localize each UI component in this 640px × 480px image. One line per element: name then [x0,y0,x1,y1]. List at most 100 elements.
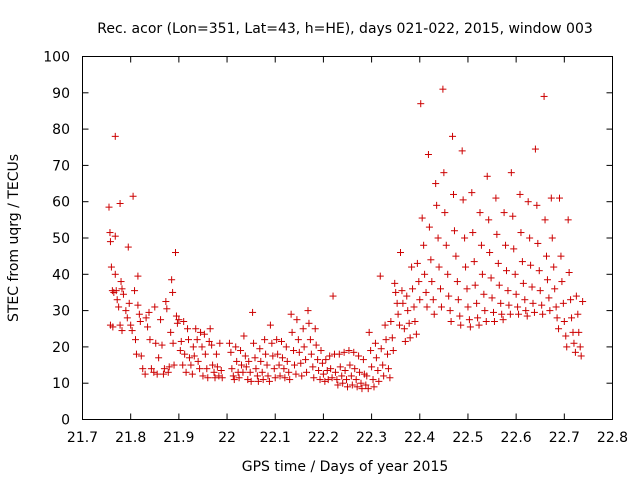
data-point [281,374,289,382]
data-point [275,361,283,369]
data-point [335,350,343,358]
data-point [576,343,584,351]
data-point [485,216,493,224]
data-point [542,252,550,260]
data-point [316,376,324,384]
data-point [235,374,243,382]
data-point [327,365,335,373]
data-point [517,229,525,237]
data-point [323,366,331,374]
data-point [274,350,282,358]
data-point [282,343,290,351]
data-point [227,348,235,356]
x-tick-label: 22.1 [260,430,291,446]
data-point [345,347,353,355]
data-point [112,287,120,295]
data-point [304,307,312,315]
data-point [314,356,322,364]
data-point [179,361,187,369]
y-tick-label: 60 [52,195,70,211]
data-point [489,308,497,316]
data-point [439,85,447,93]
data-point [251,354,259,362]
data-point [265,377,273,385]
data-point [362,381,370,389]
data-point [461,234,469,242]
data-point [425,223,433,231]
data-point [392,288,400,296]
axis-ticks: 21.7 21.8 21.9 22 22.1 22.2 22.3 22.4 22.5 22.6 22… [43,50,628,447]
data-point [315,366,323,374]
data-point [160,365,168,373]
data-point [246,368,254,376]
data-point [490,317,498,325]
y-tick-label: 30 [52,304,70,320]
data-point [427,256,435,264]
data-point [147,365,155,373]
data-point [203,365,211,373]
data-point [505,301,513,309]
data-point [132,350,140,358]
data-point [403,292,411,300]
data-point [511,270,519,278]
data-point [565,268,573,276]
data-point [575,328,583,336]
data-point [370,383,378,391]
data-point [285,368,293,376]
data-point [478,270,486,278]
data-point [482,317,490,325]
data-point [115,303,123,311]
data-point [212,350,220,358]
data-point [536,287,544,295]
y-tick-label: 50 [52,231,70,247]
x-tick-label: 22.4 [404,430,435,446]
data-point [187,361,195,369]
data-point [169,288,177,296]
data-point [298,372,306,380]
data-point [172,312,180,320]
data-point [176,347,184,355]
data-point [125,299,133,307]
data-point [421,270,429,278]
data-point [254,377,262,385]
data-point [560,317,568,325]
data-point [488,294,496,302]
data-point [401,337,409,345]
data-point [458,147,466,155]
data-point [462,263,470,271]
data-point [471,281,479,289]
data-point [297,359,305,367]
data-point [492,194,500,202]
data-point [539,310,547,318]
data-point [404,307,412,315]
data-point [268,339,276,347]
data-point [259,376,267,384]
data-point [225,339,233,347]
data-point [386,374,394,382]
data-point [153,370,161,378]
data-point [270,365,278,373]
data-point [456,312,464,320]
data-point [290,347,298,355]
data-point [244,376,252,384]
data-point [463,285,471,293]
data-point [180,317,188,325]
x-tick-label: 22.3 [356,430,387,446]
data-point [311,325,319,333]
data-point [292,370,300,378]
data-point [432,180,440,188]
data-point [377,345,385,353]
data-point [208,341,216,349]
data-point [258,368,266,376]
data-point [185,354,193,362]
data-point [494,259,502,267]
data-point [512,290,520,298]
data-point [553,314,561,322]
data-point [262,350,270,358]
data-point [134,272,142,280]
data-point [351,365,359,373]
data-point [411,317,419,325]
data-point [344,383,351,391]
data-point [333,376,341,384]
x-tick-label: 22.8 [597,430,628,446]
